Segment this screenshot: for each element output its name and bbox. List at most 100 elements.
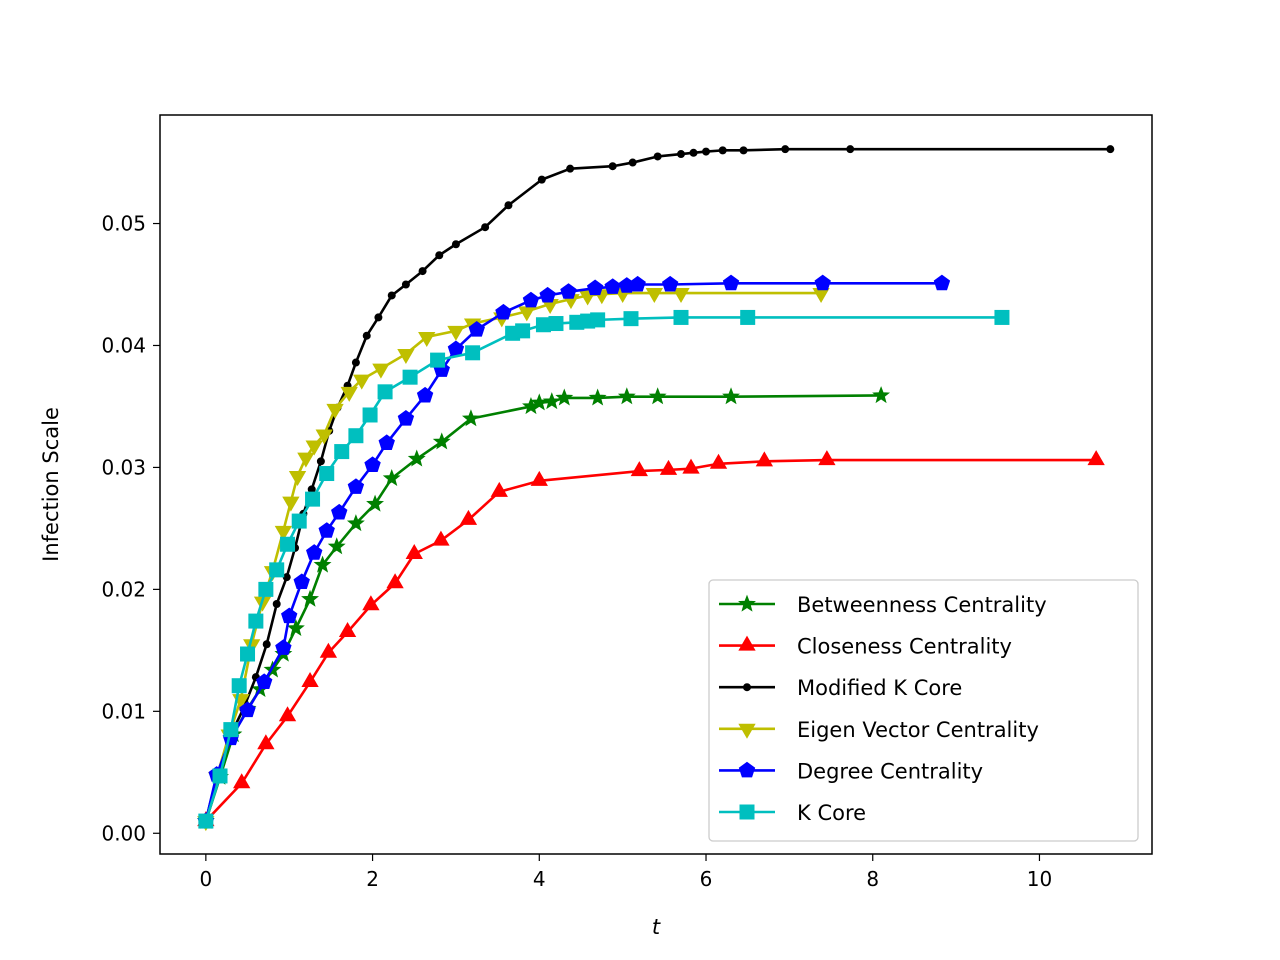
y-axis-label: Infection Scale — [39, 407, 63, 562]
data-point — [709, 453, 728, 469]
data-point — [522, 291, 540, 308]
data-point — [755, 451, 774, 467]
data-point — [301, 589, 319, 607]
data-point — [377, 384, 393, 400]
data-point — [418, 331, 436, 347]
data-point — [301, 672, 319, 688]
data-point — [542, 392, 561, 410]
data-point — [248, 613, 264, 629]
data-point — [348, 428, 364, 444]
data-point — [677, 150, 686, 159]
data-point — [586, 279, 604, 296]
data-point — [645, 288, 663, 304]
data-point — [672, 288, 690, 304]
x-tick-label: 0 — [199, 867, 212, 891]
data-point — [495, 303, 512, 320]
data-point — [288, 470, 307, 486]
data-point — [623, 311, 639, 327]
data-point — [451, 240, 460, 249]
data-point — [481, 223, 490, 232]
data-point — [490, 481, 508, 497]
data-point — [315, 429, 333, 445]
data-point — [432, 530, 450, 546]
data-point — [537, 175, 546, 184]
data-point — [231, 678, 247, 694]
data-point — [629, 275, 646, 292]
data-point — [659, 459, 678, 475]
axes-frame — [159, 114, 1153, 855]
data-point — [535, 317, 551, 333]
data-point — [407, 449, 426, 467]
data-point — [318, 522, 335, 538]
data-point — [257, 734, 275, 750]
data-point — [781, 145, 790, 154]
data-point — [326, 403, 344, 419]
data-point — [212, 768, 228, 784]
data-point — [338, 622, 357, 638]
legend-item: K Core — [719, 801, 866, 825]
data-point — [722, 387, 740, 405]
data-point — [281, 607, 298, 624]
data-point — [718, 146, 727, 155]
data-point — [1106, 145, 1115, 154]
data-point — [386, 573, 404, 589]
legend-swatch-marker — [739, 804, 755, 820]
data-point — [702, 147, 711, 156]
legend-label: Degree Centrality — [797, 759, 983, 783]
data-point — [306, 544, 323, 560]
data-point — [416, 386, 434, 403]
data-point — [630, 461, 648, 477]
data-point — [539, 286, 556, 303]
data-point — [740, 309, 756, 325]
data-point — [362, 595, 380, 611]
data-point — [722, 274, 740, 291]
legend-item: Degree Centrality — [719, 759, 983, 783]
data-point — [447, 325, 465, 341]
data-point — [272, 600, 281, 609]
data-point — [814, 274, 831, 291]
data-point — [334, 444, 350, 460]
data-point — [661, 275, 679, 292]
data-point — [994, 309, 1010, 325]
y-tick-label: 0.03 — [101, 455, 146, 479]
data-point — [307, 485, 316, 494]
data-point — [256, 673, 273, 690]
data-point — [872, 386, 891, 404]
legend-box — [708, 579, 1139, 842]
data-point — [275, 639, 292, 655]
data-point — [327, 537, 346, 555]
data-point — [293, 573, 310, 590]
data-point — [316, 457, 325, 466]
legend-swatch-marker — [738, 723, 756, 739]
data-point — [459, 509, 478, 525]
data-point — [418, 267, 427, 276]
y-tick-label: 0.02 — [101, 577, 146, 601]
legend-swatch-marker — [743, 683, 751, 692]
data-point — [366, 494, 385, 512]
data-point — [465, 345, 481, 361]
data-point — [319, 466, 335, 482]
data-point — [682, 458, 700, 474]
legend-label: Eigen Vector Centrality — [797, 718, 1039, 742]
legend-label: Modified K Core — [797, 676, 962, 700]
data-point — [515, 323, 531, 339]
data-point — [382, 468, 401, 487]
data-point — [274, 525, 293, 541]
data-point — [282, 573, 291, 582]
data-point — [608, 162, 617, 171]
data-point — [430, 352, 446, 368]
data-point — [818, 450, 836, 466]
data-point — [566, 164, 575, 173]
data-point — [269, 562, 285, 578]
data-point — [258, 581, 274, 597]
data-point — [346, 514, 365, 532]
data-point — [331, 503, 348, 520]
data-point — [378, 434, 395, 451]
data-point — [198, 813, 214, 829]
data-point — [282, 496, 300, 512]
data-point — [319, 642, 338, 658]
legend-label: K Core — [797, 801, 866, 825]
data-point — [313, 555, 332, 573]
data-point — [374, 313, 383, 322]
